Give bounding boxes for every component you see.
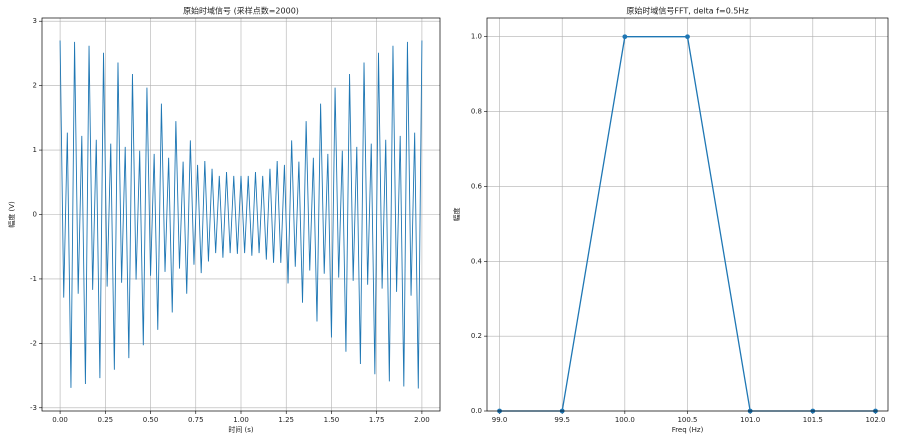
x-tick-label: 100.5 [677,416,697,424]
x-tick-label: 101.0 [740,416,760,424]
x-tick-label: 0.25 [98,416,114,424]
y-tick-label: 0.8 [471,108,482,116]
y-axis-label: 幅度 (V) [7,201,16,228]
y-tick-label: -1 [30,275,37,283]
y-tick-label: 3 [33,17,37,25]
x-tick-label: 1.75 [369,416,385,424]
y-tick-label: 1 [33,146,37,154]
y-axis-label: 幅度 [452,208,461,222]
x-tick-label: 0.00 [52,416,68,424]
signal-line [59,40,423,389]
x-tick-label: 1.50 [324,416,340,424]
axes-frame [41,17,441,412]
x-tick-label: 99.0 [492,416,508,424]
x-tick-label: 0.50 [143,416,159,424]
y-tick-label: 0 [33,211,37,219]
point-marker [622,34,628,40]
x-tick-label: 1.00 [233,416,249,424]
y-tick-label: -3 [30,404,37,412]
point-marker [685,34,690,40]
x-tick-label: 102.0 [865,416,885,424]
y-tick-label: 2 [33,82,37,90]
axes-frame [486,17,889,412]
chart-title: 原始时域信号FFT, delta f=0.5Hz [626,6,748,16]
x-axis-label: Freq (Hz) [672,426,704,434]
y-tick-label: 0.6 [471,182,483,190]
y-tick-label: -2 [30,339,37,347]
x-tick-label: 100.0 [615,416,635,424]
x-tick-label: 2.00 [414,416,430,424]
x-tick-label: 99.5 [554,416,570,424]
x-tick-label: 101.5 [803,416,823,424]
y-tick-label: 0.2 [471,332,482,340]
x-tick-label: 1.25 [278,416,294,424]
y-tick-label: 1.0 [471,33,482,41]
chart-title: 原始时域信号 (采样点数=2000) [183,6,299,16]
x-axis-label: 时间 (s) [228,425,254,434]
y-tick-label: 0.0 [471,407,482,415]
y-tick-label: 0.4 [471,257,483,265]
x-tick-label: 0.75 [188,416,204,424]
